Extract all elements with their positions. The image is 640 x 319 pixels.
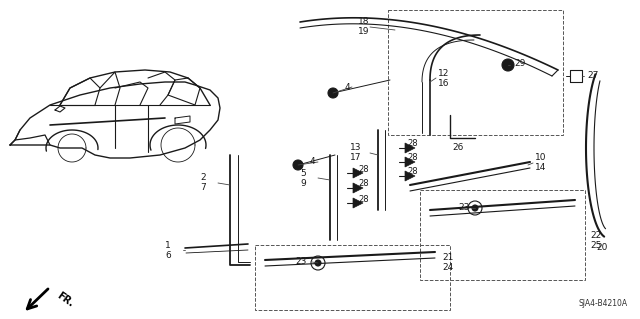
Text: 25: 25 [590, 241, 602, 249]
Polygon shape [405, 171, 415, 181]
Text: 28: 28 [358, 195, 369, 204]
Text: 16: 16 [438, 78, 449, 87]
Text: 1: 1 [165, 241, 171, 249]
Circle shape [472, 205, 478, 211]
Text: 12: 12 [438, 69, 449, 78]
Text: FR.: FR. [55, 291, 76, 309]
Text: 19: 19 [358, 27, 369, 36]
Text: 9: 9 [300, 179, 306, 188]
Text: 18: 18 [358, 18, 369, 26]
Text: 21: 21 [442, 254, 453, 263]
Bar [255, 245, 450, 310]
Text: 28: 28 [358, 180, 369, 189]
Text: 22: 22 [590, 231, 601, 240]
Polygon shape [353, 183, 363, 193]
Text: 26: 26 [452, 143, 463, 152]
Text: 7: 7 [200, 183, 205, 192]
Text: 23: 23 [295, 257, 307, 266]
Text: 14: 14 [535, 164, 547, 173]
Text: 17: 17 [350, 153, 362, 162]
Polygon shape [405, 157, 415, 167]
Circle shape [293, 160, 303, 170]
Text: 28: 28 [407, 167, 418, 176]
Text: 28: 28 [358, 165, 369, 174]
Polygon shape [405, 143, 415, 153]
Circle shape [315, 260, 321, 266]
Text: 13: 13 [350, 144, 362, 152]
Text: 2: 2 [200, 174, 205, 182]
Polygon shape [353, 198, 363, 208]
Circle shape [502, 59, 514, 71]
Text: 23: 23 [458, 204, 469, 212]
Text: 27: 27 [587, 71, 598, 80]
Text: 28: 28 [407, 153, 418, 162]
Text: 5: 5 [300, 168, 306, 177]
Circle shape [328, 88, 338, 98]
Text: 4: 4 [310, 158, 316, 167]
Text: 6: 6 [165, 250, 171, 259]
Text: 4: 4 [345, 83, 351, 92]
Bar [420, 190, 585, 280]
Text: 24: 24 [442, 263, 453, 272]
Text: 20: 20 [596, 243, 607, 253]
Text: 29: 29 [514, 58, 525, 68]
Text: 10: 10 [535, 153, 547, 162]
Polygon shape [353, 168, 363, 178]
Text: 28: 28 [407, 139, 418, 149]
Bar [388, 10, 563, 135]
Text: SJA4-B4210A: SJA4-B4210A [579, 299, 628, 308]
